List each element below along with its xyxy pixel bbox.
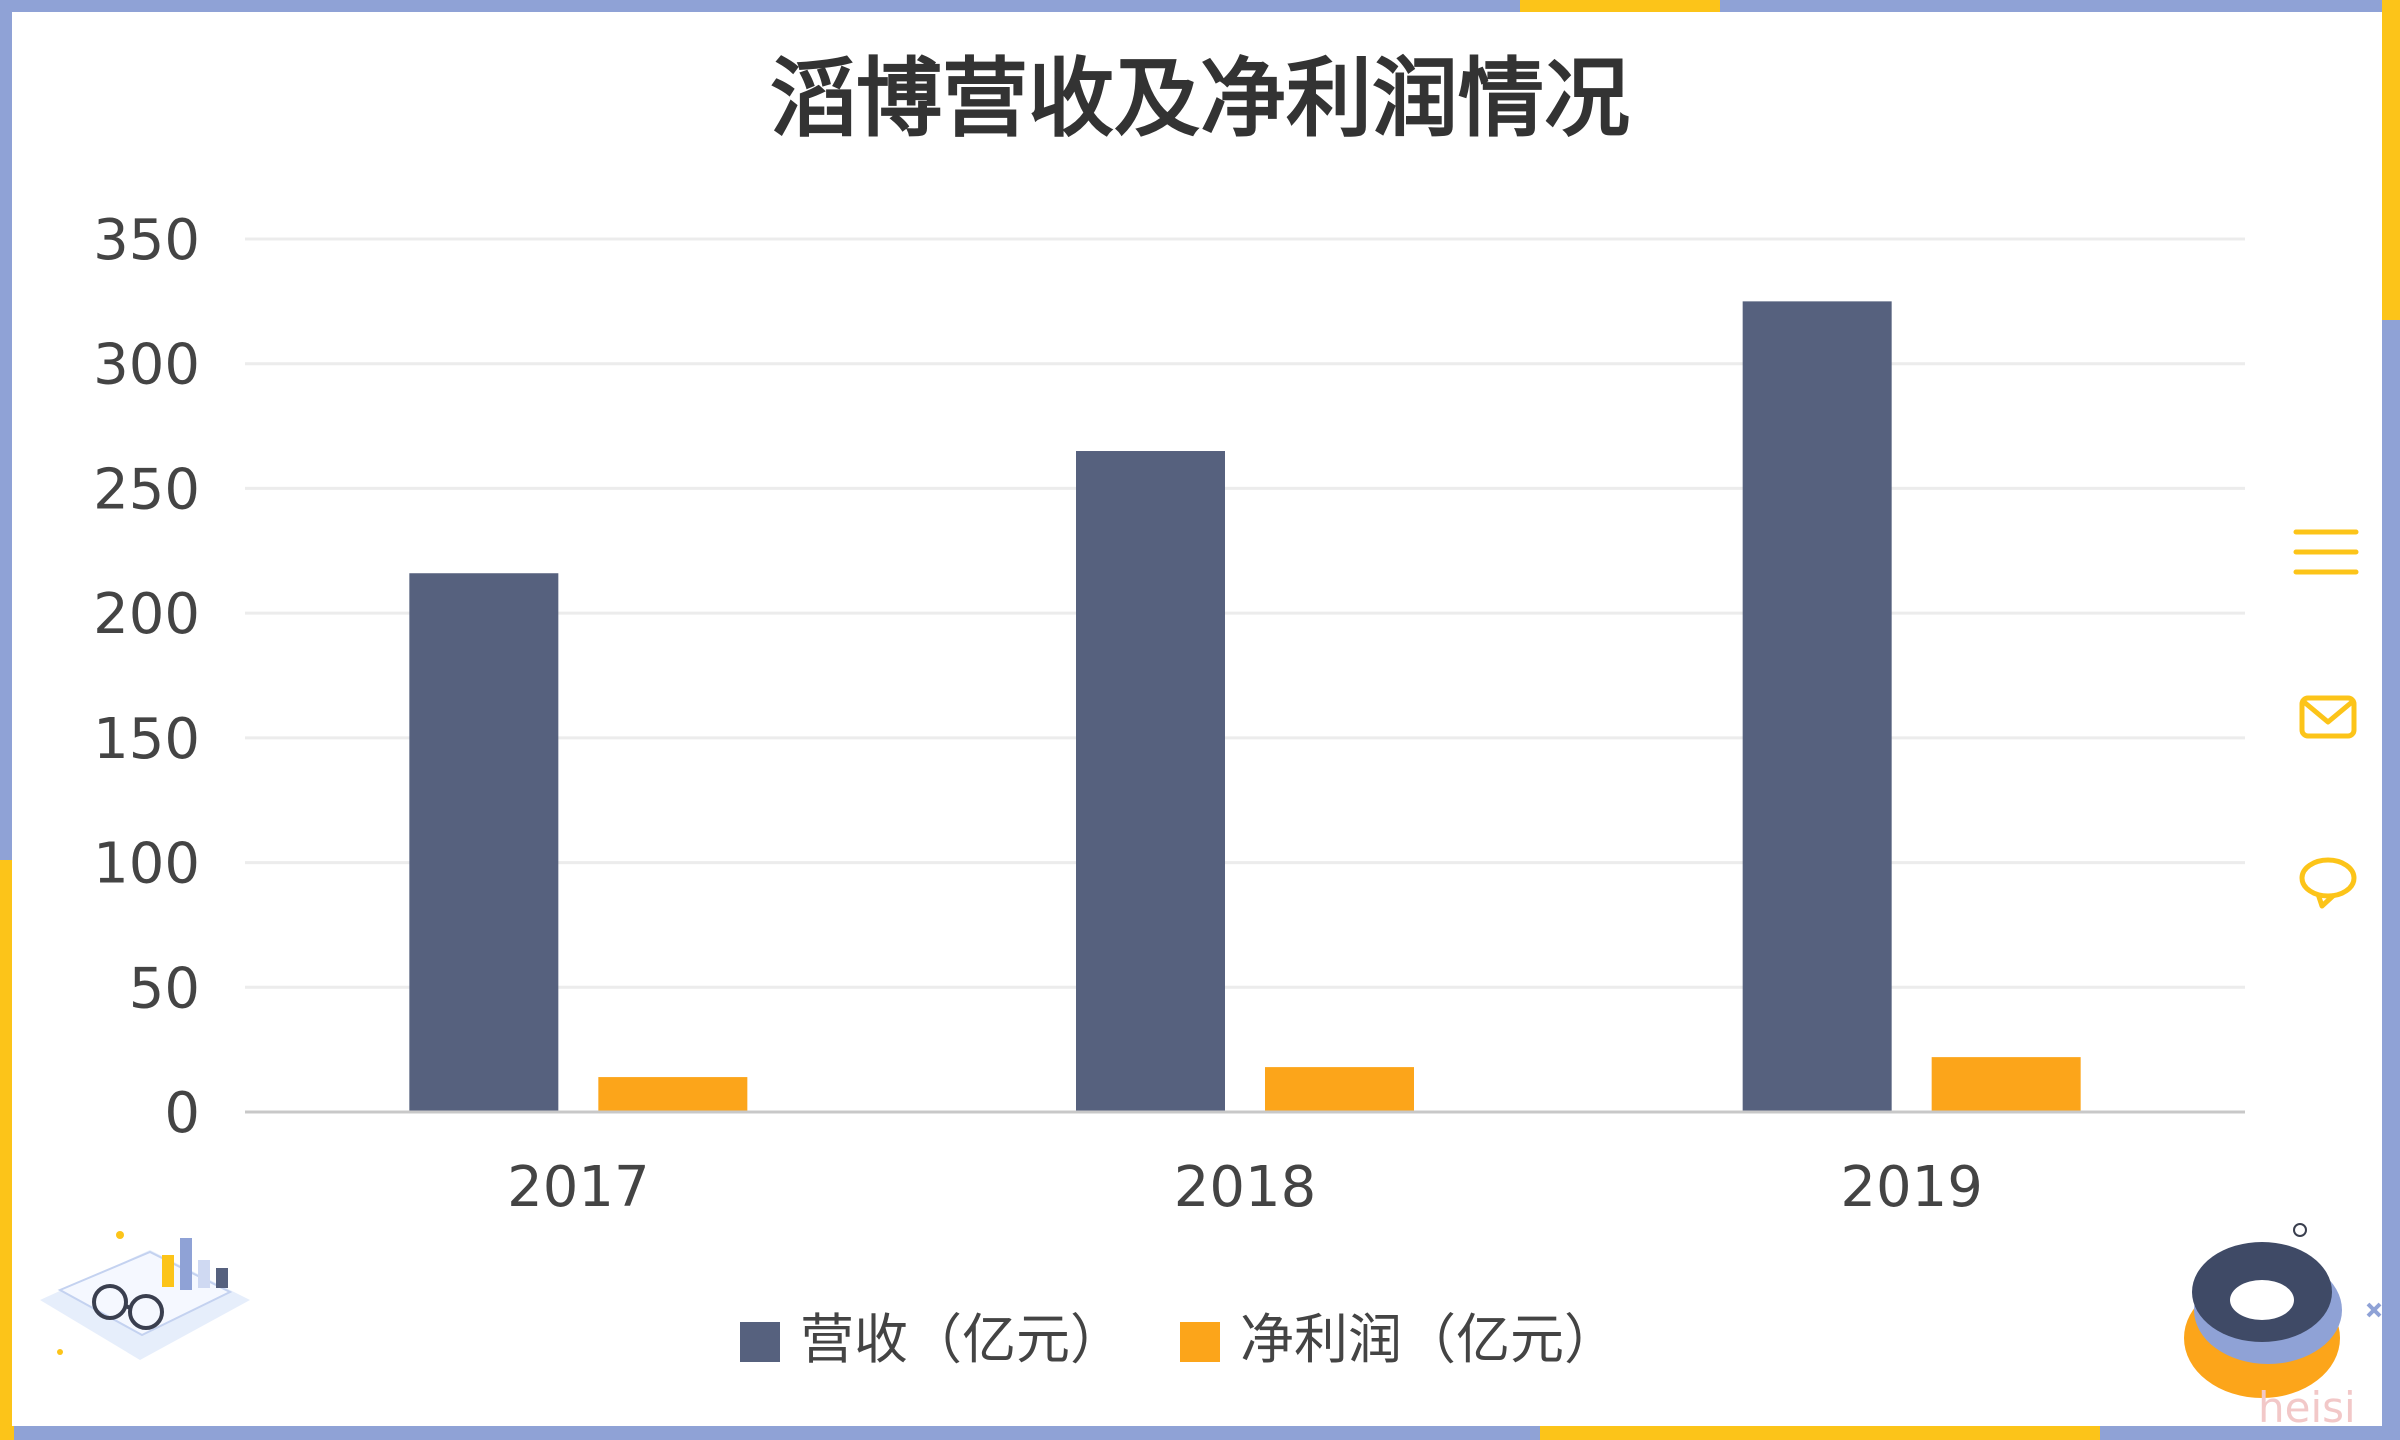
y-tick-label: 300	[93, 333, 200, 398]
legend-swatch-revenue	[740, 1322, 780, 1362]
mail-icon[interactable]	[2299, 695, 2357, 739]
x-tick-label: 2017	[507, 1155, 650, 1220]
x-tick-label: 2018	[1174, 1155, 1317, 1220]
y-tick-label: 350	[93, 208, 200, 273]
y-tick-label: 0	[164, 1081, 200, 1146]
bars	[409, 301, 2081, 1112]
decorative-donut-illustration	[2184, 1223, 2382, 1398]
x-tick-label: 2019	[1840, 1155, 1983, 1220]
legend-label-revenue: 营收（亿元）	[800, 1308, 1124, 1371]
decorative-illustration-left	[40, 1231, 250, 1360]
y-tick-label: 200	[93, 582, 200, 647]
bar-profit-2017	[598, 1077, 748, 1112]
bar-revenue-2019	[1742, 301, 1892, 1112]
y-tick-label: 150	[93, 707, 200, 772]
comment-icon[interactable]	[2299, 857, 2357, 909]
gridlines	[245, 237, 2245, 989]
y-tick-label: 100	[93, 832, 200, 897]
legend-label-profit: 净利润（亿元）	[1240, 1308, 1618, 1371]
x-axis-labels: 2017 2018 2019	[507, 1155, 1983, 1220]
legend: 营收（亿元） 净利润（亿元）	[740, 1308, 1618, 1371]
y-axis-ticks: 0 50 100 150 200 250 300 350	[93, 208, 200, 1146]
menu-icon[interactable]	[2293, 529, 2359, 575]
bar-revenue-2017	[409, 573, 559, 1112]
chart-title: 滔博营收及净利润情况	[770, 49, 1630, 149]
y-tick-label: 250	[93, 457, 200, 522]
bar-profit-2018	[1265, 1067, 1414, 1112]
bar-revenue-2018	[1076, 451, 1225, 1112]
bar-profit-2019	[1931, 1057, 2081, 1112]
y-tick-label: 50	[129, 956, 200, 1021]
watermark-text: heisi	[2258, 1383, 2356, 1432]
legend-swatch-profit	[1180, 1322, 1220, 1362]
